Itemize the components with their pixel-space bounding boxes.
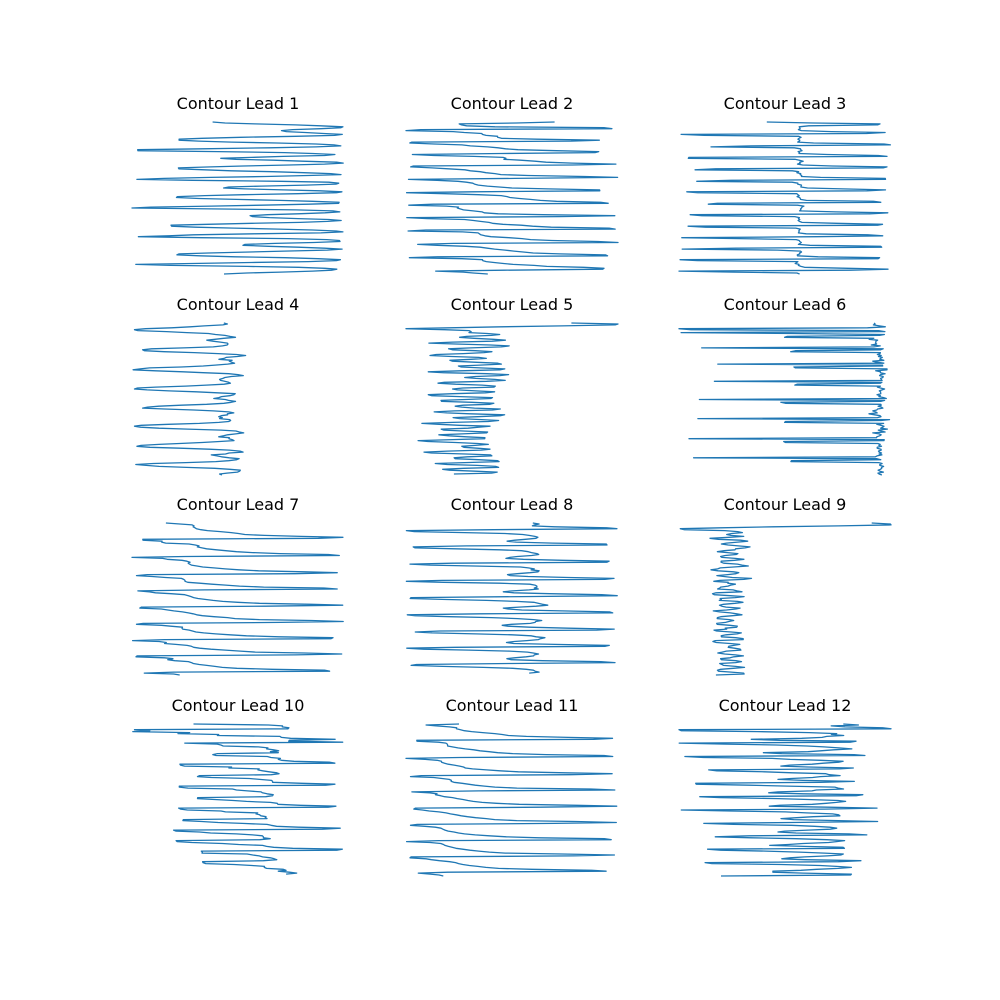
series-line [132,322,247,476]
series-line [132,723,344,875]
panel-title: Contour Lead 12 [718,696,852,715]
panel-lead-11: Contour Lead 11 [382,696,642,896]
panel-lead-6: Contour Lead 6 [655,295,915,495]
panel-lead-7: Contour Lead 7 [108,495,368,695]
trace-plot [132,723,344,875]
trace-plot [678,723,892,877]
series-line [405,121,619,275]
series-line [678,723,892,877]
trace-plot [405,723,618,877]
panel-lead-10: Contour Lead 10 [108,696,368,896]
panel-lead-8: Contour Lead 8 [382,495,642,695]
panel-title: Contour Lead 3 [723,94,847,113]
series-line [679,522,892,676]
panel-title: Contour Lead 2 [450,94,574,113]
series-line [678,121,892,275]
panel-title: Contour Lead 6 [723,295,847,314]
panel-title: Contour Lead 1 [176,94,300,113]
trace-plot [405,522,618,674]
panel-lead-2: Contour Lead 2 [382,94,642,294]
trace-plot [131,121,344,275]
panel-lead-3: Contour Lead 3 [655,94,915,294]
trace-plot [678,121,892,275]
trace-plot [405,121,619,275]
panel-title: Contour Lead 11 [445,696,579,715]
panel-lead-9: Contour Lead 9 [655,495,915,695]
panel-lead-12: Contour Lead 12 [655,696,915,896]
trace-plot [405,322,619,475]
panel-title: Contour Lead 10 [171,696,305,715]
trace-plot [678,322,891,476]
series-line [678,322,891,476]
panel-lead-1: Contour Lead 1 [108,94,368,294]
panel-title: Contour Lead 7 [176,495,300,514]
series-line [405,723,618,877]
panel-title: Contour Lead 9 [723,495,847,514]
trace-plot [679,522,892,676]
panel-lead-4: Contour Lead 4 [108,295,368,495]
trace-plot [131,522,344,676]
series-line [131,522,344,676]
series-line [405,322,619,475]
trace-plot [132,322,247,476]
panel-title: Contour Lead 5 [450,295,574,314]
series-line [405,522,618,674]
series-line [131,121,344,275]
panel-lead-5: Contour Lead 5 [382,295,642,495]
panel-title: Contour Lead 4 [176,295,300,314]
panel-title: Contour Lead 8 [450,495,574,514]
